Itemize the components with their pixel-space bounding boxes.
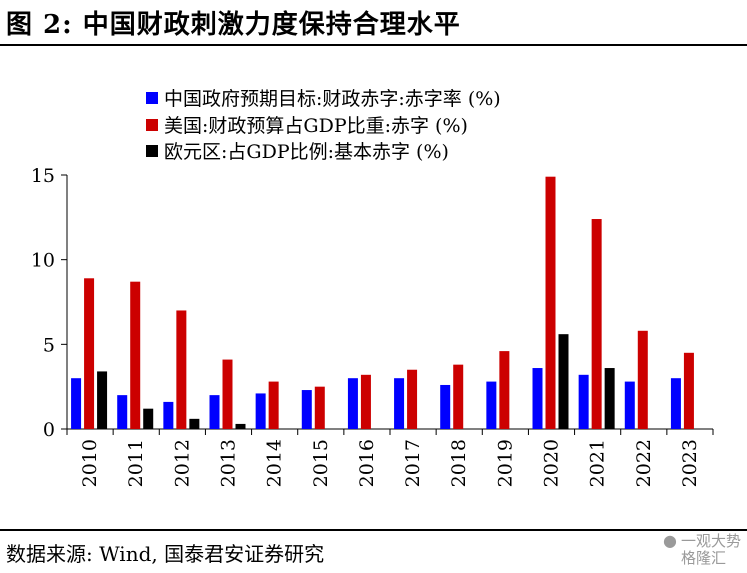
bar-2020-s1	[532, 368, 543, 429]
bar-2016-s1	[347, 378, 358, 429]
x-tick-label-2010: 2010	[79, 439, 101, 487]
bar-2020-s3	[558, 334, 569, 429]
watermark-line2: 格隆汇	[680, 549, 726, 567]
x-tick-label-2021: 2021	[587, 439, 609, 487]
watermark: ● 一观大势 格隆汇	[659, 532, 741, 567]
source-note: 数据来源: Wind, 国泰君安证券研究	[6, 542, 325, 566]
legend-label-3: 欧元区:占GDP比例:基本赤字 (%)	[164, 141, 449, 163]
bar-2023-s2	[683, 352, 694, 429]
bar-2011-s3	[143, 408, 154, 429]
bar-2013-s2	[222, 359, 233, 429]
bar-2016-s2	[360, 374, 371, 429]
bar-2014-s1	[255, 393, 266, 429]
x-tick-label-2012: 2012	[171, 439, 193, 487]
legend-swatch-3	[146, 145, 158, 157]
title-divider	[0, 44, 747, 46]
bar-2015-s2	[314, 386, 325, 429]
bar-2023-s1	[670, 378, 681, 429]
y-tick-label: 0	[43, 419, 55, 441]
bar-2011-s1	[117, 395, 128, 429]
wechat-icon: ●	[663, 531, 677, 550]
x-tick-label-2014: 2014	[264, 439, 286, 487]
bar-2017-s1	[394, 378, 405, 429]
bar-2012-s2	[176, 310, 187, 429]
bar-2022-s1	[624, 381, 635, 429]
bar-2015-s1	[301, 390, 312, 429]
bar-2010-s3	[97, 371, 108, 429]
y-tick-label: 5	[43, 334, 55, 356]
bar-2014-s2	[268, 381, 279, 429]
bar-2012-s3	[189, 418, 200, 429]
x-tick-label-2019: 2019	[494, 439, 516, 487]
bar-2019-s1	[486, 381, 497, 429]
x-tick-label-2015: 2015	[310, 439, 332, 487]
bar-2013-s1	[209, 395, 220, 429]
x-tick-label-2011: 2011	[125, 439, 147, 487]
bar-2013-s3	[235, 423, 246, 429]
bar-2011-s2	[130, 281, 141, 429]
page-title: 图 2: 中国财政刺激力度保持合理水平	[6, 10, 461, 40]
x-tick-label-2020: 2020	[541, 439, 563, 487]
x-tick-label-2023: 2023	[679, 439, 701, 487]
x-tick-label-2013: 2013	[218, 439, 240, 487]
bar-2010-s2	[84, 278, 95, 429]
y-tick-label: 15	[31, 165, 55, 187]
x-tick-label-2018: 2018	[448, 439, 470, 487]
y-tick-label: 10	[31, 250, 55, 272]
x-tick-label-2016: 2016	[356, 439, 378, 487]
bar-2017-s2	[407, 369, 418, 429]
legend-swatch-1	[146, 92, 158, 104]
footer-divider	[0, 529, 747, 531]
bar-2021-s3	[604, 368, 615, 429]
x-tick-label-2022: 2022	[633, 439, 655, 487]
bar-2020-s2	[545, 176, 556, 429]
bar-2021-s1	[578, 374, 589, 429]
legend-label-2: 美国:财政预算占GDP比重:赤字 (%)	[164, 115, 468, 137]
bar-2021-s2	[591, 219, 602, 429]
bar-2010-s1	[71, 378, 82, 429]
bar-2018-s2	[453, 364, 464, 429]
bar-2019-s2	[499, 351, 510, 429]
bar-2018-s1	[440, 384, 451, 429]
legend-swatch-2	[146, 119, 158, 131]
bar-2012-s1	[163, 401, 174, 429]
legend-label-1: 中国政府预期目标:财政赤字:赤字率 (%)	[164, 88, 501, 110]
x-tick-label-2017: 2017	[402, 439, 424, 487]
bar-2022-s2	[637, 330, 648, 429]
watermark-line1: 一观大势	[680, 532, 741, 550]
